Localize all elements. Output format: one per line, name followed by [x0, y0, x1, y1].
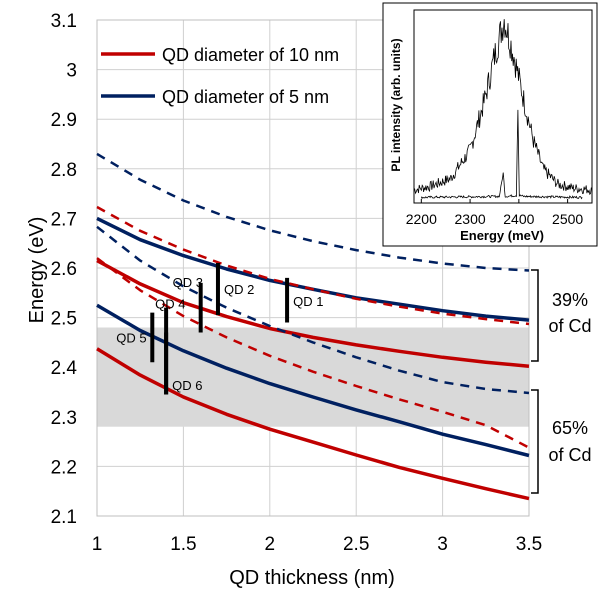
x-tick-labels: 1 1.5 2 2.5 3 3.5: [92, 534, 543, 555]
x-tick-label: 2: [265, 534, 276, 555]
y-tick-label: 2.5: [51, 309, 77, 330]
y-tick-label: 2.7: [51, 209, 77, 230]
qd-label: QD 4: [155, 296, 185, 311]
y-tick-label: 2.8: [51, 160, 77, 181]
inset-x-tick-labels: 2200 2300 2400 2500: [406, 199, 583, 227]
qd-label: QD 3: [173, 275, 203, 290]
inset-single-dot-spectrum: [420, 109, 583, 200]
legend-label-5nm: QD diameter of 5 nm: [162, 87, 329, 107]
x-axis-label: QD thickness (nm): [229, 567, 395, 589]
bracket-65-line2: of Cd: [548, 445, 591, 465]
series-line-39cd-10nm-dashed: [96, 205, 530, 326]
series-line-39cd-5nm-dashed: [96, 152, 530, 272]
inset-ensemble-spectrum: [413, 19, 593, 196]
y-tick-label: 2.2: [51, 457, 77, 478]
x-tick-label: 3: [437, 534, 448, 555]
x-tick-label: 1: [92, 534, 103, 555]
bracket-39-line1: 39%: [552, 290, 588, 310]
x-tick-label: 3.5: [516, 534, 542, 555]
y-tick-label: 2.4: [51, 358, 78, 379]
inset-pl-spectrum: 2200 2300 2400 2500 Energy (meV) PL intensi…: [382, 2, 598, 247]
y-tick-label: 3.1: [51, 11, 77, 32]
series-line-65cd-5nm-dashed: [96, 225, 530, 395]
y-tick-label: 3: [66, 61, 77, 82]
plot-frame: [96, 19, 530, 517]
series-line-65cd-5nm-solid: [96, 303, 530, 458]
x-tick-label: 1.5: [170, 534, 196, 555]
inset-x-axis-label: Energy (meV): [460, 228, 544, 243]
qd-label: QD 5: [116, 330, 146, 345]
inset-spectra: [413, 19, 593, 200]
series-line-65cd-10nm-solid: [96, 347, 530, 501]
series-line-39cd-10nm-solid: [96, 259, 530, 368]
bracket-39-line2: of Cd: [548, 316, 591, 336]
y-tick-label: 2.3: [51, 408, 77, 429]
inset-x-tick-label: 2200: [406, 211, 437, 227]
y-axis-label: Energy (eV): [26, 217, 48, 324]
composition-brackets: 39% of Cd 65% of Cd: [531, 269, 592, 494]
series-lines: [96, 152, 530, 501]
legend: QD diameter of 10 nm QD diameter of 5 nm: [101, 45, 339, 107]
inset-x-tick-label: 2300: [455, 211, 486, 227]
y-tick-label: 2.1: [51, 507, 77, 528]
inset-y-axis-label: PL intensity (arb. units): [389, 38, 403, 171]
inset-x-tick-label: 2400: [503, 211, 534, 227]
bracket-39-percent: [531, 269, 539, 362]
qd-label: QD 1: [293, 294, 323, 309]
y-tick-labels: 2.1 2.2 2.3 2.4 2.5 2.6 2.7 2.8 2.9 3 3.1: [51, 11, 78, 528]
x-tick-label: 2.5: [343, 534, 369, 555]
series-line-65cd-10nm-dashed: [96, 257, 530, 449]
y-tick-label: 2.6: [51, 259, 77, 280]
inset-x-tick-label: 2500: [552, 211, 583, 227]
y-tick-label: 2.9: [51, 110, 77, 131]
quantum-dot-markers: QD 1 QD 2 QD 3 QD 4 QD 5 QD 6: [116, 263, 323, 395]
qd-label: QD 6: [172, 378, 202, 393]
bracket-65-percent: [531, 389, 539, 494]
inset-plot-frame: [413, 9, 593, 204]
legend-label-10nm: QD diameter of 10 nm: [162, 45, 339, 65]
qd-label: QD 2: [224, 282, 254, 297]
inset-background: [382, 2, 598, 247]
bracket-65-line1: 65%: [552, 418, 588, 438]
